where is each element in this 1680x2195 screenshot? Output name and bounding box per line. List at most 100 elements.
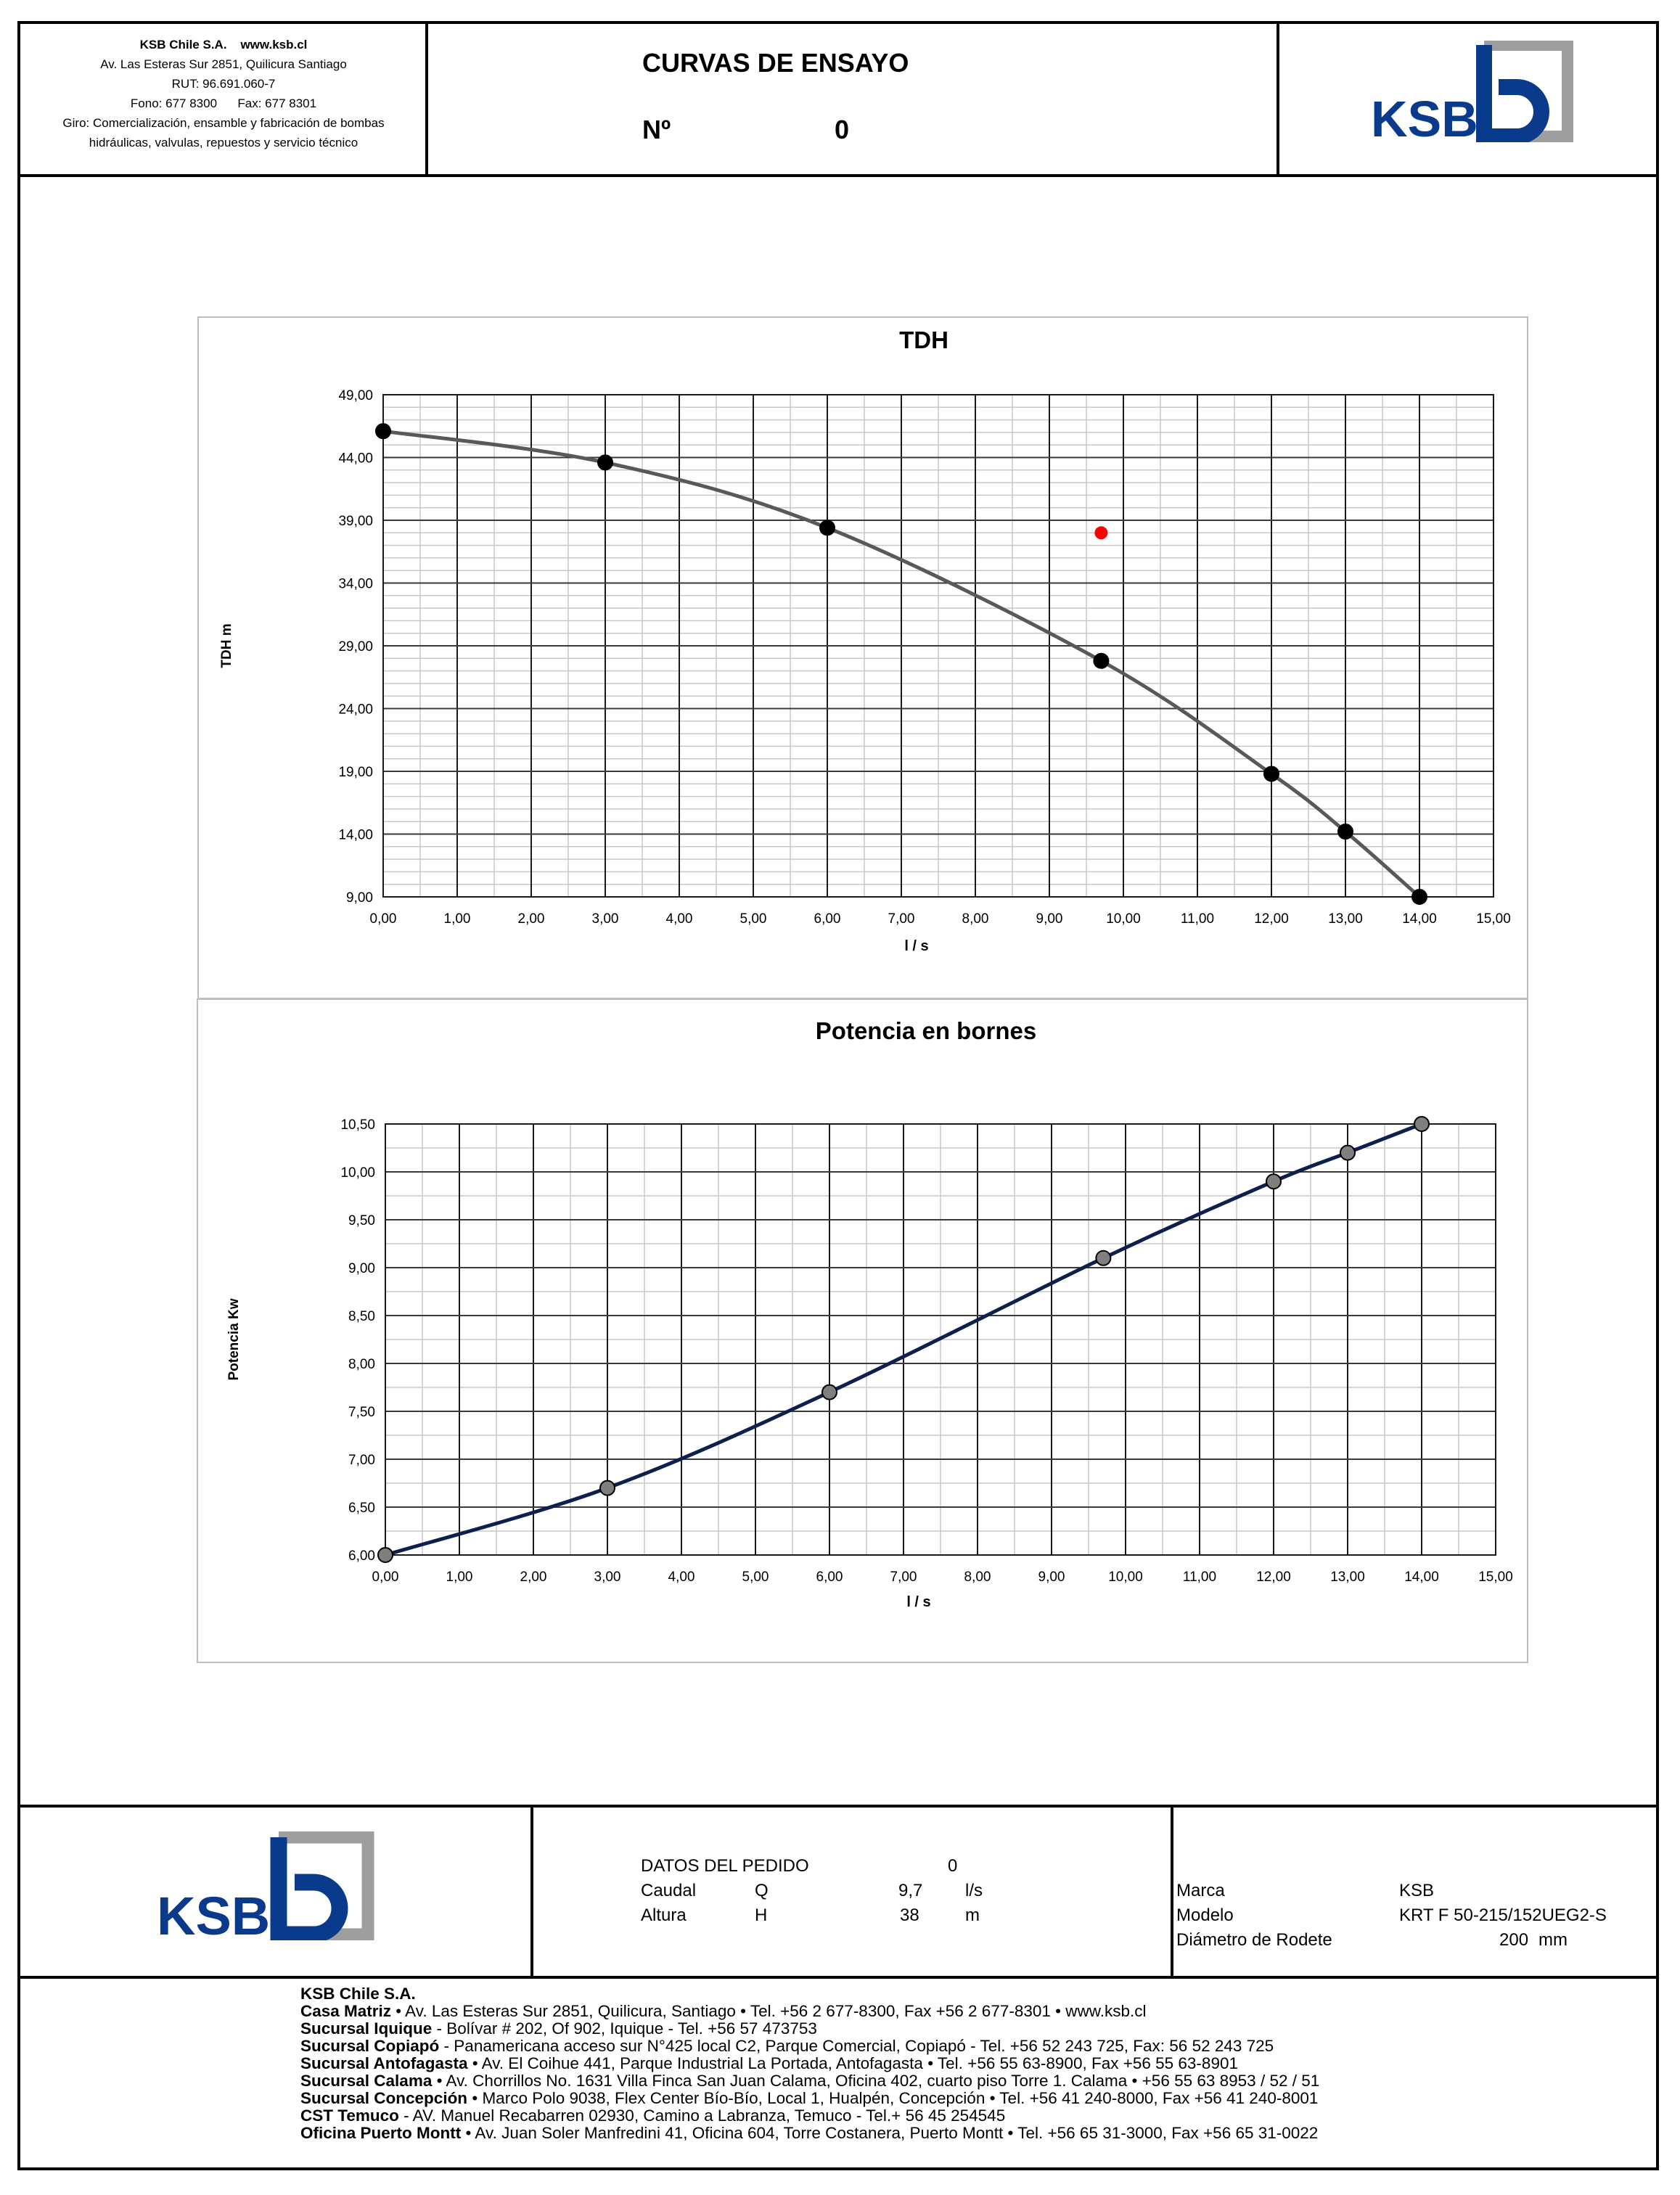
impeller-value: 200 <box>1499 1930 1529 1950</box>
tdh-x-tick-label: 1,00 <box>444 911 471 927</box>
power-x-tick-label: 12,00 <box>1256 1570 1291 1585</box>
brand-value: KSB <box>1399 1881 1435 1900</box>
company-info: KSB Chile S.A. www.ksb.cl Av. Las Estera… <box>20 35 427 152</box>
impeller-label: Diámetro de Rodete <box>1176 1930 1332 1950</box>
tdh-data-point <box>375 423 391 440</box>
power-x-tick-label: 2,00 <box>520 1570 547 1585</box>
tdh-x-axis-label: l / s <box>904 938 928 954</box>
header-divider-right <box>1277 21 1279 176</box>
order-heading: DATOS DEL PEDIDO <box>641 1856 809 1876</box>
tdh-x-tick-label: 12,00 <box>1254 911 1289 927</box>
model-label: Modelo <box>1176 1905 1234 1925</box>
power-chart-panel <box>197 998 1528 1663</box>
tdh-y-tick-label: 44,00 <box>338 451 373 467</box>
power-data-point <box>1414 1116 1430 1132</box>
power-x-axis-label: l / s <box>906 1594 930 1610</box>
brand-label: Marca <box>1176 1881 1225 1900</box>
footer-addresses: KSB Chile S.A. Casa Matriz • Av. Las Est… <box>300 1985 1319 2142</box>
company-name: KSB Chile S.A. <box>139 38 227 52</box>
tdh-data-point <box>1411 889 1427 905</box>
tdh-y-tick-label: 49,00 <box>338 388 373 403</box>
tdh-chart-panel <box>197 316 1528 999</box>
power-x-tick-label: 0,00 <box>372 1570 399 1585</box>
ksb-logo-info: KSB <box>157 1831 374 1940</box>
ksb-logo-b <box>1476 45 1549 142</box>
power-data-point <box>1266 1173 1282 1190</box>
footer-line-2: Sucursal Iquique - Bolívar # 202, Of 902… <box>300 2019 817 2038</box>
power-y-tick-label: 7,00 <box>348 1453 375 1468</box>
power-series-line <box>385 1122 1422 1557</box>
power-x-tick-label: 13,00 <box>1330 1570 1365 1585</box>
tdh-x-tick-label: 5,00 <box>740 911 767 927</box>
tdh-y-axis-label: TDH m <box>219 623 234 668</box>
tdh-x-tick-label: 14,00 <box>1402 911 1437 927</box>
power-title: Potencia en bornes <box>816 1017 1036 1044</box>
power-y-tick-label: 9,50 <box>348 1213 375 1228</box>
power-y-tick-label: 9,00 <box>348 1261 375 1276</box>
tdh-y-tick-label: 24,00 <box>338 702 373 718</box>
tdh-y-tick-label: 9,00 <box>346 890 373 906</box>
info-bottom-rule <box>17 1976 1659 1979</box>
tdh-x-tick-label: 6,00 <box>814 911 841 927</box>
footer-line-1: Casa Matriz • Av. Las Esteras Sur 2851, … <box>300 2002 1147 2020</box>
header-divider-left <box>425 21 428 176</box>
power-x-tick-label: 15,00 <box>1478 1570 1513 1585</box>
tdh-x-tick-label: 7,00 <box>888 911 915 927</box>
number-label: Nº <box>642 115 671 144</box>
tdh-data-point <box>1263 766 1279 782</box>
tdh-data-point <box>1093 652 1110 669</box>
power-y-axis-label: Potencia Kw <box>226 1298 242 1380</box>
power-y-tick-label: 6,50 <box>348 1501 375 1516</box>
number-value: 0 <box>835 115 850 144</box>
tdh-x-tick-label: 9,00 <box>1036 911 1063 927</box>
power-x-tick-label: 14,00 <box>1404 1570 1439 1585</box>
head-unit: m <box>965 1905 980 1925</box>
tdh-y-tick-label: 39,00 <box>338 514 373 529</box>
company-rut: RUT: 96.691.060-7 <box>171 77 276 91</box>
tdh-data-point <box>597 454 613 471</box>
company-fax: Fax: 677 8301 <box>237 97 317 110</box>
ksb-logo-header: KSB <box>1371 41 1573 142</box>
footer-line-4: Sucursal Antofagasta • Av. El Coihue 441… <box>300 2054 1238 2072</box>
tdh-x-tick-label: 13,00 <box>1328 911 1363 927</box>
model-value: KRT F 50-215/152UEG2-S <box>1399 1905 1607 1925</box>
ksb-logo-frame <box>1484 41 1573 142</box>
page-frame <box>17 21 1659 2170</box>
power-y-tick-label: 10,00 <box>340 1165 375 1181</box>
company-giro-1: Giro: Comercialización, ensamble y fabri… <box>62 116 385 130</box>
tdh-title: TDH <box>899 327 948 353</box>
power-x-tick-label: 4,00 <box>668 1570 695 1585</box>
page-title: CURVAS DE ENSAYO <box>642 48 909 78</box>
info-top-rule <box>17 1805 1659 1808</box>
head-symbol: H <box>755 1905 768 1925</box>
flow-symbol: Q <box>755 1881 769 1900</box>
company-giro-2: hidráulicas, valvulas, repuestos y servi… <box>89 136 358 149</box>
tdh-x-tick-label: 2,00 <box>518 911 545 927</box>
ksb-logo-text: KSB <box>1371 91 1478 142</box>
tdh-x-tick-label: 8,00 <box>962 911 989 927</box>
footer-line-0: KSB Chile S.A. <box>300 1985 416 2003</box>
impeller-unit: mm <box>1538 1930 1568 1950</box>
power-x-tick-label: 5,00 <box>742 1570 769 1585</box>
flow-value: 9,7 <box>898 1881 923 1900</box>
footer-line-5: Sucursal Calama • Av. Chorrillos No. 163… <box>300 2072 1320 2090</box>
power-x-tick-label: 8,00 <box>964 1570 991 1585</box>
head-label: Altura <box>641 1905 687 1925</box>
tdh-data-point <box>819 520 835 536</box>
tdh-x-tick-label: 4,00 <box>666 911 693 927</box>
tdh-y-tick-label: 34,00 <box>338 577 373 592</box>
power-y-tick-label: 8,00 <box>348 1357 375 1372</box>
tdh-x-tick-label: 11,00 <box>1181 911 1214 927</box>
tdh-y-tick-label: 19,00 <box>338 765 373 780</box>
power-x-tick-label: 11,00 <box>1183 1570 1216 1585</box>
power-data-point <box>599 1480 615 1496</box>
footer-line-3: Sucursal Copiapó - Panamericana acceso s… <box>300 2037 1274 2055</box>
header-bottom-rule <box>17 174 1659 177</box>
power-y-tick-label: 8,50 <box>348 1309 375 1324</box>
head-value: 38 <box>900 1905 919 1925</box>
ksb-logo-info-text: KSB <box>157 1886 270 1940</box>
footer-line-7: CST Temuco - AV. Manuel Recabarren 02930… <box>300 2106 1006 2125</box>
flow-unit: l/s <box>965 1881 983 1900</box>
order-heading-value: 0 <box>948 1856 958 1876</box>
